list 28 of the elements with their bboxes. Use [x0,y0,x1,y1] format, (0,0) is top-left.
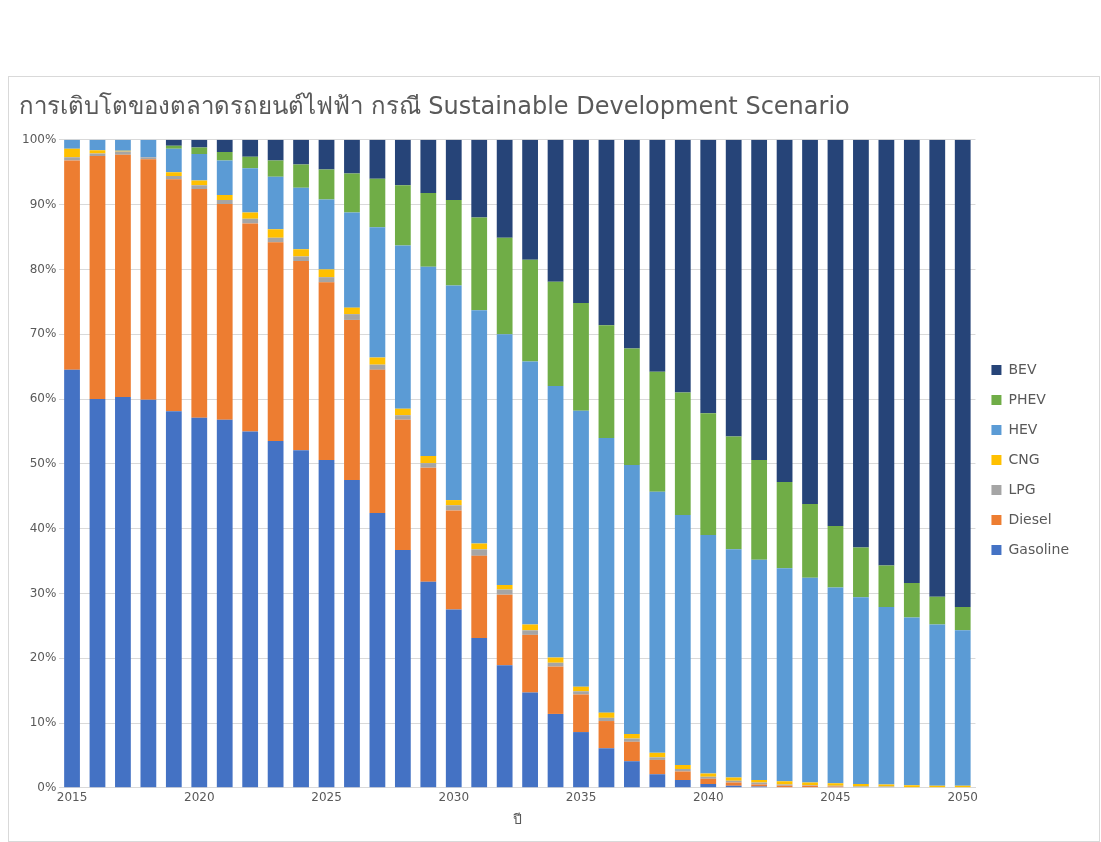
y-tick-label: 100% [21,131,57,146]
x-tick-label: 2040 [692,790,724,805]
y-tick-label: 10% [29,715,57,730]
y-tick-label: 80% [29,261,57,276]
legend-label: BEV [1008,360,1037,377]
x-tick-label: 2015 [56,790,88,805]
y-tick-label: 90% [29,196,57,211]
legend-label: PHEV [1008,390,1047,407]
legend-label: LPG [1008,480,1036,497]
y-tick-label: 60% [29,391,57,406]
y-tick-label: 70% [29,326,57,341]
legend-label: HEV [1008,420,1038,437]
x-tick-label: 2020 [184,790,215,805]
legend-label: CNG [1008,450,1040,467]
y-tick-label: 0% [37,779,57,794]
x-tick-label: 2050 [947,790,978,805]
legend-label: Gasoline [1008,540,1070,557]
x-axis-title: ปี [512,811,522,828]
x-tick-label: 2035 [565,790,597,805]
x-tick-label: 2030 [438,790,470,805]
legend-label: Diesel [1008,510,1052,527]
y-tick-label: 20% [29,650,57,665]
x-tick-label: 2045 [820,790,851,805]
y-tick-label: 50% [29,455,57,470]
chart-title: การเติบโตของตลาดรถยนต์ไฟฟ้า กรณี Sustainable Development Scenario [19,91,850,120]
y-tick-label: 30% [29,585,57,600]
x-tick-label: 2025 [311,790,342,805]
y-tick-label: 40% [29,520,57,535]
